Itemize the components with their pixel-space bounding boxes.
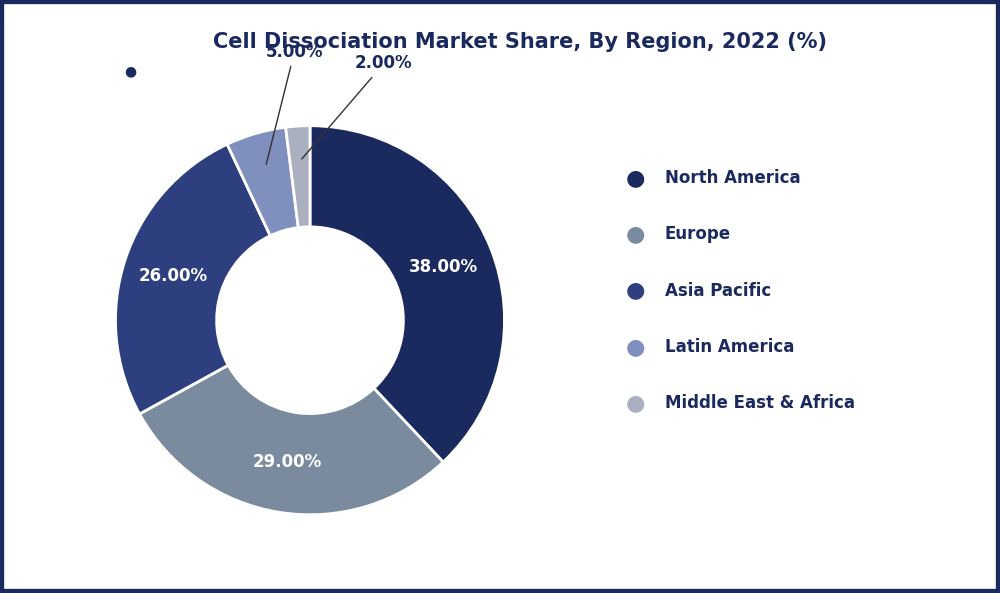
Text: ●: ● bbox=[625, 224, 645, 244]
Text: ●: ● bbox=[625, 393, 645, 413]
Text: Middle East & Africa: Middle East & Africa bbox=[665, 394, 855, 412]
Text: Asia Pacific: Asia Pacific bbox=[665, 282, 771, 299]
Text: RESEARCH: RESEARCH bbox=[35, 83, 84, 92]
Text: Europe: Europe bbox=[665, 225, 731, 243]
Wedge shape bbox=[310, 126, 505, 462]
Text: ●: ● bbox=[124, 65, 136, 79]
Text: 2.00%: 2.00% bbox=[302, 55, 413, 159]
Text: ●: ● bbox=[625, 168, 645, 188]
Text: 29.00%: 29.00% bbox=[253, 454, 322, 471]
Wedge shape bbox=[115, 144, 270, 414]
Text: North America: North America bbox=[665, 169, 801, 187]
Wedge shape bbox=[227, 127, 298, 236]
Text: 26.00%: 26.00% bbox=[139, 267, 208, 285]
Text: ●: ● bbox=[625, 280, 645, 301]
Wedge shape bbox=[286, 126, 310, 228]
Text: PRECEDENCE: PRECEDENCE bbox=[29, 53, 90, 62]
Text: 38.00%: 38.00% bbox=[409, 258, 478, 276]
Text: ●: ● bbox=[625, 337, 645, 357]
Text: Latin America: Latin America bbox=[665, 338, 794, 356]
Wedge shape bbox=[140, 365, 443, 515]
Text: 5.00%: 5.00% bbox=[266, 43, 323, 164]
Text: Cell Dissociation Market Share, By Region, 2022 (%): Cell Dissociation Market Share, By Regio… bbox=[213, 31, 827, 52]
